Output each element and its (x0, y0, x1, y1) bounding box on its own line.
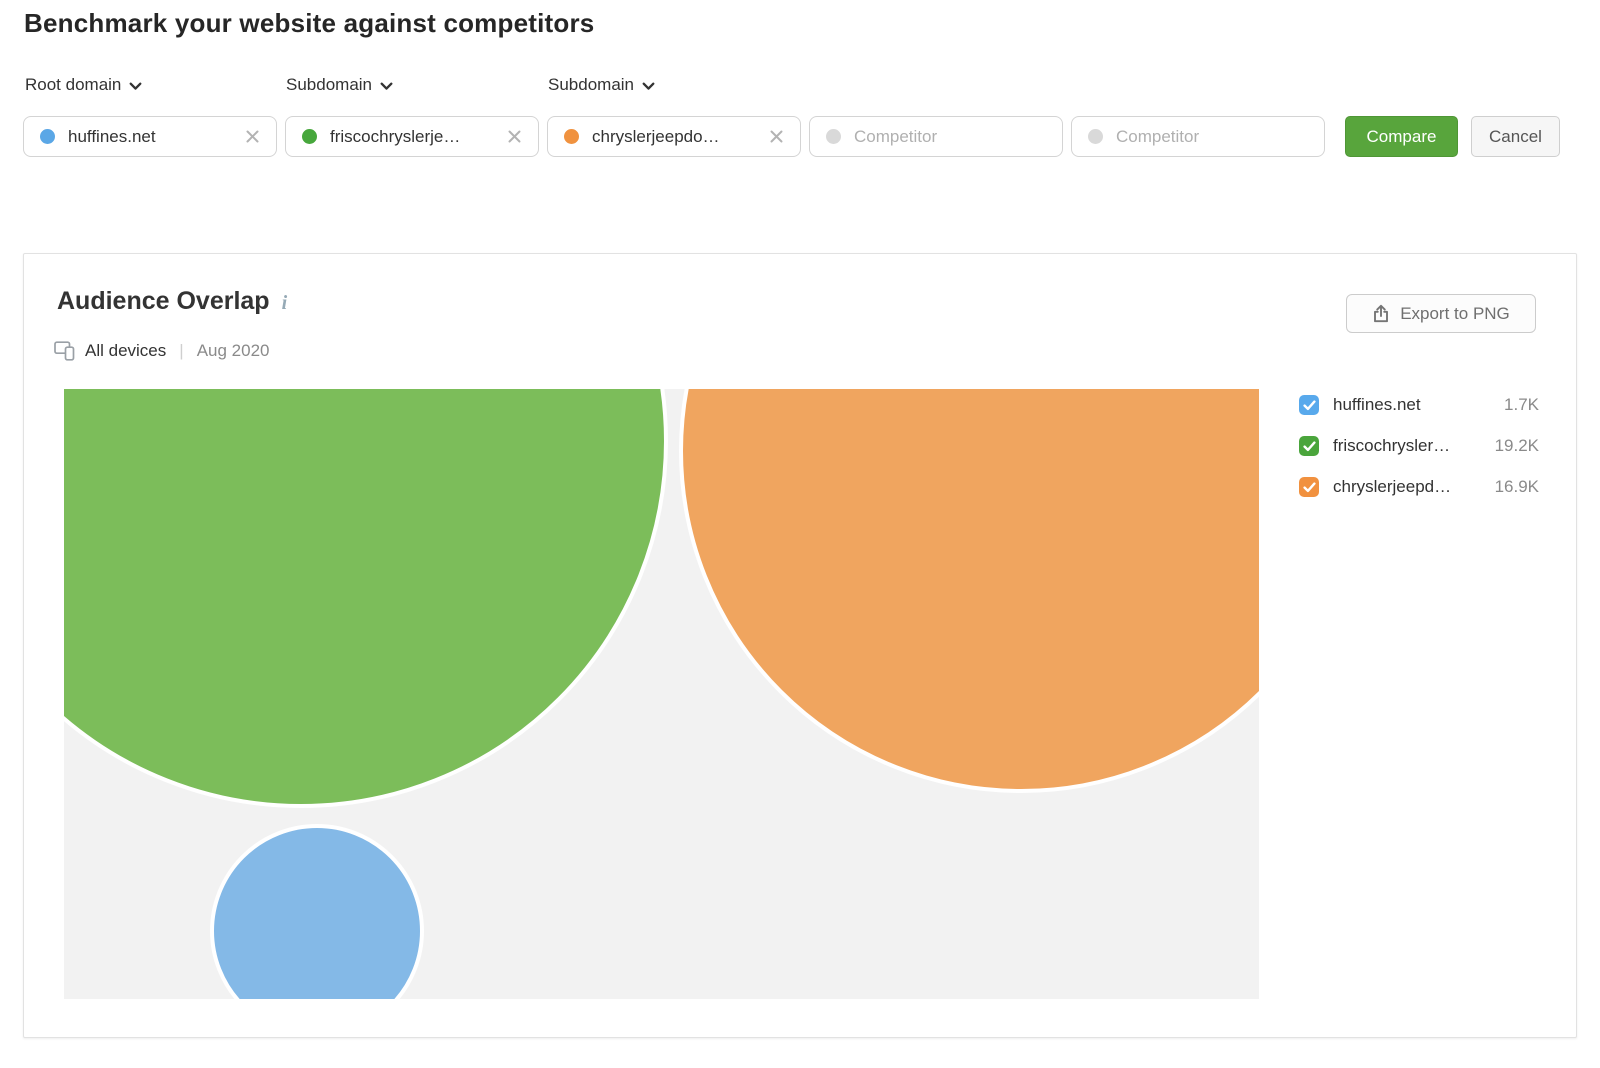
remove-domain-icon[interactable] (505, 127, 524, 146)
remove-domain-icon[interactable] (767, 127, 786, 146)
meta-separator: | (179, 341, 184, 360)
domain-chip-text: chryslerjeepdo… (592, 126, 720, 146)
competitor-input-field-1 (809, 116, 1063, 157)
domain-type-selector-3[interactable]: Subdomain (548, 74, 655, 96)
venn-circle-huffines[interactable] (210, 824, 424, 999)
compare-button[interactable]: Compare (1345, 116, 1458, 157)
legend-checkbox-huffines[interactable] (1299, 395, 1319, 415)
legend-row-huffines: huffines.net 1.7K (1299, 394, 1539, 416)
card-title: Audience Overlap (57, 287, 270, 315)
chevron-down-icon (380, 82, 393, 91)
domain-dot-orange (564, 129, 579, 144)
venn-circle-friscochrysler[interactable] (64, 389, 668, 808)
domain-type-selector-2[interactable]: Subdomain (286, 74, 393, 96)
legend-checkbox-friscochrysler[interactable] (1299, 436, 1319, 456)
legend-label: chryslerjeepd… (1333, 477, 1452, 496)
export-label: Export to PNG (1400, 303, 1510, 323)
report-meta-row: All devices | Aug 2020 (54, 340, 269, 362)
report-date: Aug 2020 (196, 341, 270, 360)
export-to-png-button[interactable]: Export to PNG (1346, 294, 1536, 333)
info-icon[interactable]: i (281, 292, 288, 314)
domain-type-label: Root domain (25, 75, 122, 94)
domain-type-selector-1[interactable]: Root domain (25, 74, 142, 96)
competitor-input-2[interactable] (1116, 126, 1310, 147)
domain-chip-huffines[interactable]: huffines.net (23, 116, 277, 157)
legend-value: 19.2K (1494, 436, 1539, 455)
card-title-row: Audience Overlap i (57, 287, 287, 316)
devices-icon (54, 341, 76, 361)
domain-chip-chryslerjeep[interactable]: chryslerjeepdo… (547, 116, 801, 157)
cancel-button[interactable]: Cancel (1471, 116, 1560, 157)
domain-dot-empty (1088, 129, 1103, 144)
device-filter-value: All devices (85, 341, 167, 360)
chevron-down-icon (642, 82, 655, 91)
legend-row-friscochrysler: friscochrysler… 19.2K (1299, 435, 1539, 457)
domain-type-label: Subdomain (286, 75, 373, 94)
domain-dot-blue (40, 129, 55, 144)
chevron-down-icon (129, 82, 142, 91)
legend-label: huffines.net (1333, 395, 1421, 414)
legend-checkbox-chryslerjeep[interactable] (1299, 477, 1319, 497)
remove-domain-icon[interactable] (243, 127, 262, 146)
competitor-input-field-2 (1071, 116, 1325, 157)
domain-chip-friscochrysler[interactable]: friscochryslerje… (285, 116, 539, 157)
domain-dot-green (302, 129, 317, 144)
legend-value: 16.9K (1494, 477, 1539, 496)
chart-legend: huffines.net 1.7K friscochrysler… 19.2K … (1299, 394, 1539, 517)
domain-chip-text: friscochryslerje… (330, 126, 461, 146)
competitor-input-1[interactable] (854, 126, 1048, 147)
domain-chip-text: huffines.net (68, 126, 156, 146)
legend-label: friscochrysler… (1333, 436, 1451, 455)
domain-dot-empty (826, 129, 841, 144)
legend-row-chryslerjeep: chryslerjeepd… 16.9K (1299, 476, 1539, 498)
audience-overlap-card: Audience Overlap i Export to PNG All dev… (23, 253, 1577, 1038)
page-title: Benchmark your website against competito… (24, 8, 595, 38)
venn-chart (64, 389, 1259, 999)
export-icon (1372, 304, 1390, 323)
legend-value: 1.7K (1504, 395, 1539, 414)
venn-circle-chryslerjeep[interactable] (679, 389, 1259, 793)
domain-type-label: Subdomain (548, 75, 635, 94)
